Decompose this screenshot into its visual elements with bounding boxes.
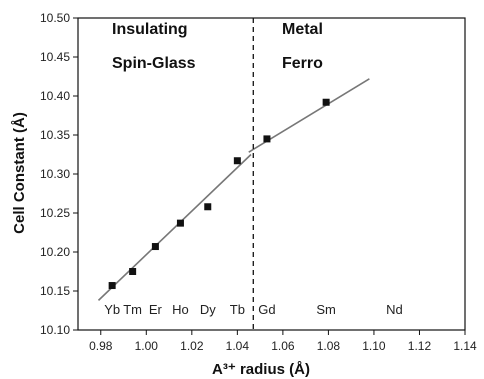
- y-tick-label: 10.25: [40, 206, 70, 220]
- element-label: Dy: [200, 302, 216, 317]
- element-label: Ho: [172, 302, 189, 317]
- data-point: [322, 98, 330, 106]
- y-tick-label: 10.30: [40, 167, 70, 181]
- x-tick-label: 1.14: [453, 339, 477, 353]
- x-tick-label: 1.12: [408, 339, 432, 353]
- element-labels: Yb Tm Er Ho Dy Tb Gd Sm Nd: [104, 302, 403, 317]
- region-label: Ferro: [282, 55, 323, 72]
- x-tick-label: 1.10: [362, 339, 386, 353]
- x-axis-title: A³⁺ radius (Å): [212, 361, 310, 378]
- x-tick-label: 1.00: [135, 339, 159, 353]
- plot-axes: 0.98 1.00 1.02 1.04 1.06 1.08 1.10 1.12 1.14 10.1…: [40, 11, 477, 353]
- y-tick-label: 10.40: [40, 89, 70, 103]
- region-label: Insulating: [112, 21, 188, 38]
- y-tick-label: 10.45: [40, 50, 70, 64]
- y-axis-title: Cell Constant (Å): [11, 112, 28, 234]
- element-label: Yb: [104, 302, 120, 317]
- y-tick-label: 10.35: [40, 128, 70, 142]
- element-label: Tm: [123, 302, 142, 317]
- region-label: Metal: [282, 21, 323, 38]
- x-tick-label: 1.04: [226, 339, 250, 353]
- data-point: [129, 268, 137, 275]
- region-labels: Insulating Spin-Glass Metal Ferro: [112, 21, 323, 72]
- element-label: Er: [149, 302, 163, 317]
- element-label: Nd: [386, 302, 403, 317]
- fit-lines: [97, 78, 370, 301]
- element-label: Tb: [230, 302, 245, 317]
- region-label: Spin-Glass: [112, 55, 196, 72]
- data-point: [263, 135, 271, 143]
- y-tick-label: 10.10: [40, 323, 70, 337]
- data-point: [108, 282, 116, 290]
- x-tick-label: 1.08: [317, 339, 341, 353]
- y-tick-label: 10.15: [40, 284, 70, 298]
- data-point: [176, 219, 184, 227]
- data-point: [151, 243, 159, 251]
- y-tick-label: 10.20: [40, 245, 70, 259]
- x-tick-label: 0.98: [89, 339, 113, 353]
- element-label: Sm: [316, 302, 336, 317]
- data-point: [233, 157, 241, 165]
- data-point: [204, 203, 212, 211]
- y-tick-label: 10.50: [40, 11, 70, 25]
- fit-line: [97, 153, 252, 301]
- x-tick-label: 1.02: [180, 339, 204, 353]
- element-label: Gd: [258, 302, 275, 317]
- x-tick-label: 1.06: [271, 339, 295, 353]
- data-points: [108, 98, 330, 290]
